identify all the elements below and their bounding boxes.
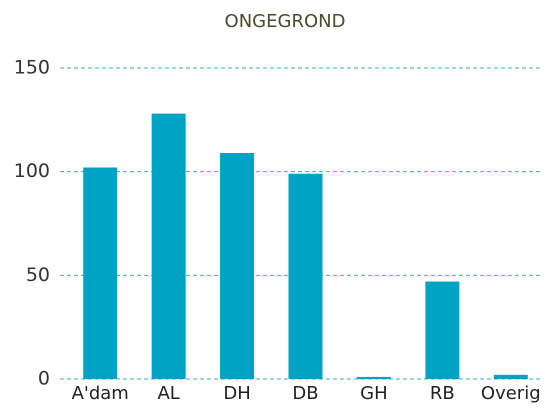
bar xyxy=(151,113,186,379)
bar xyxy=(425,281,460,379)
x-tick-label: Overig xyxy=(481,383,541,404)
y-tick-label: 150 xyxy=(14,57,50,79)
bar xyxy=(493,374,528,379)
x-tick-label: AL xyxy=(157,383,179,404)
x-tick-label: DB xyxy=(292,383,318,404)
bar xyxy=(356,376,391,379)
x-tick-label: A'dam xyxy=(72,383,129,404)
x-tick-label: GH xyxy=(360,383,387,404)
y-tick-label: 100 xyxy=(14,160,50,182)
bar xyxy=(83,167,118,379)
x-tick-label: DH xyxy=(223,383,250,404)
y-tick-label: 0 xyxy=(38,368,50,390)
bar xyxy=(288,173,323,379)
bar xyxy=(220,153,255,379)
chart-title: ONGEGROND xyxy=(225,11,346,32)
x-tick-label: RB xyxy=(430,383,455,404)
y-tick-label: 50 xyxy=(26,264,50,286)
